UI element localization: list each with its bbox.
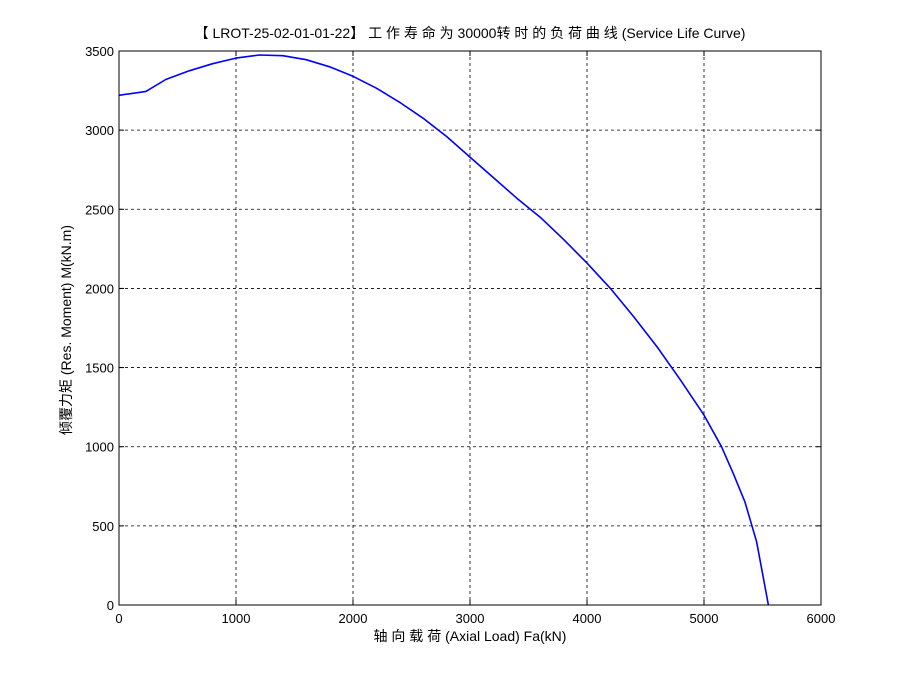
x-tick-label: 6000 xyxy=(807,611,836,626)
x-tick-label: 1000 xyxy=(222,611,251,626)
y-tick-label: 3000 xyxy=(85,123,114,138)
x-axis-label: 轴 向 载 荷 (Axial Load) Fa(kN) xyxy=(374,628,567,644)
x-tick-label: 5000 xyxy=(690,611,719,626)
x-tick-label: 2000 xyxy=(339,611,368,626)
x-tick-label: 4000 xyxy=(573,611,602,626)
y-tick-label: 1000 xyxy=(85,440,114,455)
x-tick-label: 3000 xyxy=(456,611,485,626)
series-layer xyxy=(118,54,770,606)
y-axis-label: 倾覆力矩 (Res. Moment) M(kN.m) xyxy=(58,225,74,435)
y-tick-label: 500 xyxy=(92,519,114,534)
y-tick-label: 1500 xyxy=(85,361,114,376)
series-line xyxy=(118,54,770,606)
y-tick-label: 0 xyxy=(107,598,114,613)
y-tick-label: 2000 xyxy=(85,281,114,296)
y-tick-label: 3500 xyxy=(85,44,114,59)
axis-ticks: 0 1000 2000 3000 4000 5000 6000 0 500 1000 1500 200… xyxy=(85,44,835,626)
chart-title: 【 LROT-25-02-01-01-22】 工 作 寿 命 为 30000转 … xyxy=(195,25,746,41)
grid-lines xyxy=(119,51,821,605)
x-tick-label: 0 xyxy=(115,611,122,626)
y-tick-label: 2500 xyxy=(85,202,114,217)
